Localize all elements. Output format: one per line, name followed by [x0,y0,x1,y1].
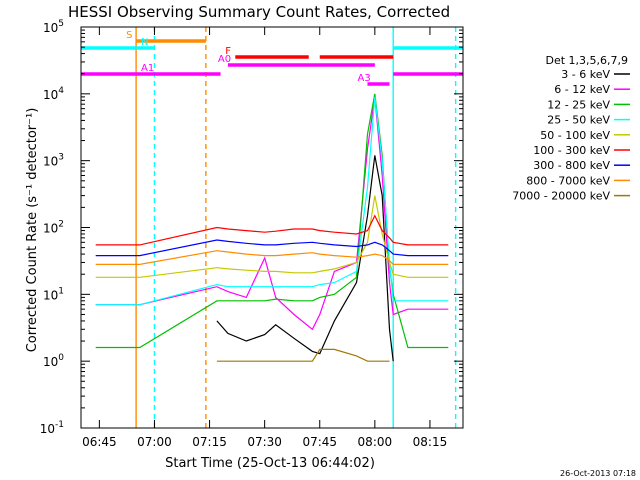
y-tick-label-0: 10-1 [40,420,64,436]
chart-title: HESSI Observing Summary Count Rates, Cor… [68,3,450,21]
x-tick-label-6: 08:15 [413,435,448,449]
legend-header: Det 1,3,5,6,7,9 [545,54,628,67]
plot-frame [80,26,464,429]
legend-label-1: 6 - 12 keV [554,83,610,96]
series-line-5 [95,214,449,246]
footer-date: 26-Oct-2013 07:18 [560,469,636,478]
flag-label-f: F [225,46,231,57]
flag-label-a0: A0 [218,54,231,65]
x-axis-label: Start Time (25-Oct-13 06:44:02) [165,456,375,471]
flag-label-n: N [141,37,148,48]
y-tick-label-4: 103 [43,153,64,169]
series-line-2 [95,93,449,349]
series-line-1 [95,96,449,331]
flag-label-a1: A1 [141,63,154,74]
y-axis-label: Corrected Count Rate (s⁻¹ detector⁻¹) [25,108,40,353]
x-tick-label-2: 07:15 [192,435,227,449]
y-tick-label-2: 101 [43,286,64,302]
y-axis: 10-1 100 101 102 103 104 105 [40,19,463,436]
series-line-8 [216,348,390,362]
legend-label-2: 12 - 25 keV [547,98,610,111]
y-tick-label-1: 100 [43,353,64,369]
legend-label-6: 300 - 800 keV [533,159,610,172]
series-line-0 [216,155,394,362]
x-tick-label-4: 07:45 [302,435,337,449]
y-tick-label-3: 102 [43,220,64,236]
y-tick-label-6: 105 [43,19,64,35]
x-tick-label-0: 06:45 [82,435,117,449]
legend-label-0: 3 - 6 keV [561,68,610,81]
series-line-7 [95,250,449,265]
legend-label-5: 100 - 300 keV [533,144,610,157]
x-tick-label-1: 07:00 [137,435,172,449]
legend-label-4: 50 - 100 keV [540,129,610,142]
legend-label-3: 25 - 50 keV [547,114,610,127]
plot-area: SN FA0 A1 A3 [81,27,463,428]
series-line-4 [95,195,449,278]
series-line-3 [95,96,449,306]
legend-label-7: 800 - 7000 keV [526,174,610,187]
y-axis-label-text: Corrected Count Rate (s⁻¹ detector⁻¹) [25,108,40,353]
flag-label-a3: A3 [358,73,371,84]
series-line-6 [95,239,449,257]
x-tick-label-5: 08:00 [358,435,393,449]
x-tick-label-3: 07:30 [247,435,282,449]
x-axis: 06:45 07:00 07:15 07:30 07:45 08:00 08:15 [82,27,447,449]
y-tick-label-5: 104 [43,86,64,102]
legend: 3 - 6 keV 6 - 12 keV 12 - 25 keV 25 - 50 ke… [512,68,630,203]
flag-label-s: S [126,30,132,41]
legend-label-8: 7000 - 20000 keV [512,190,610,203]
